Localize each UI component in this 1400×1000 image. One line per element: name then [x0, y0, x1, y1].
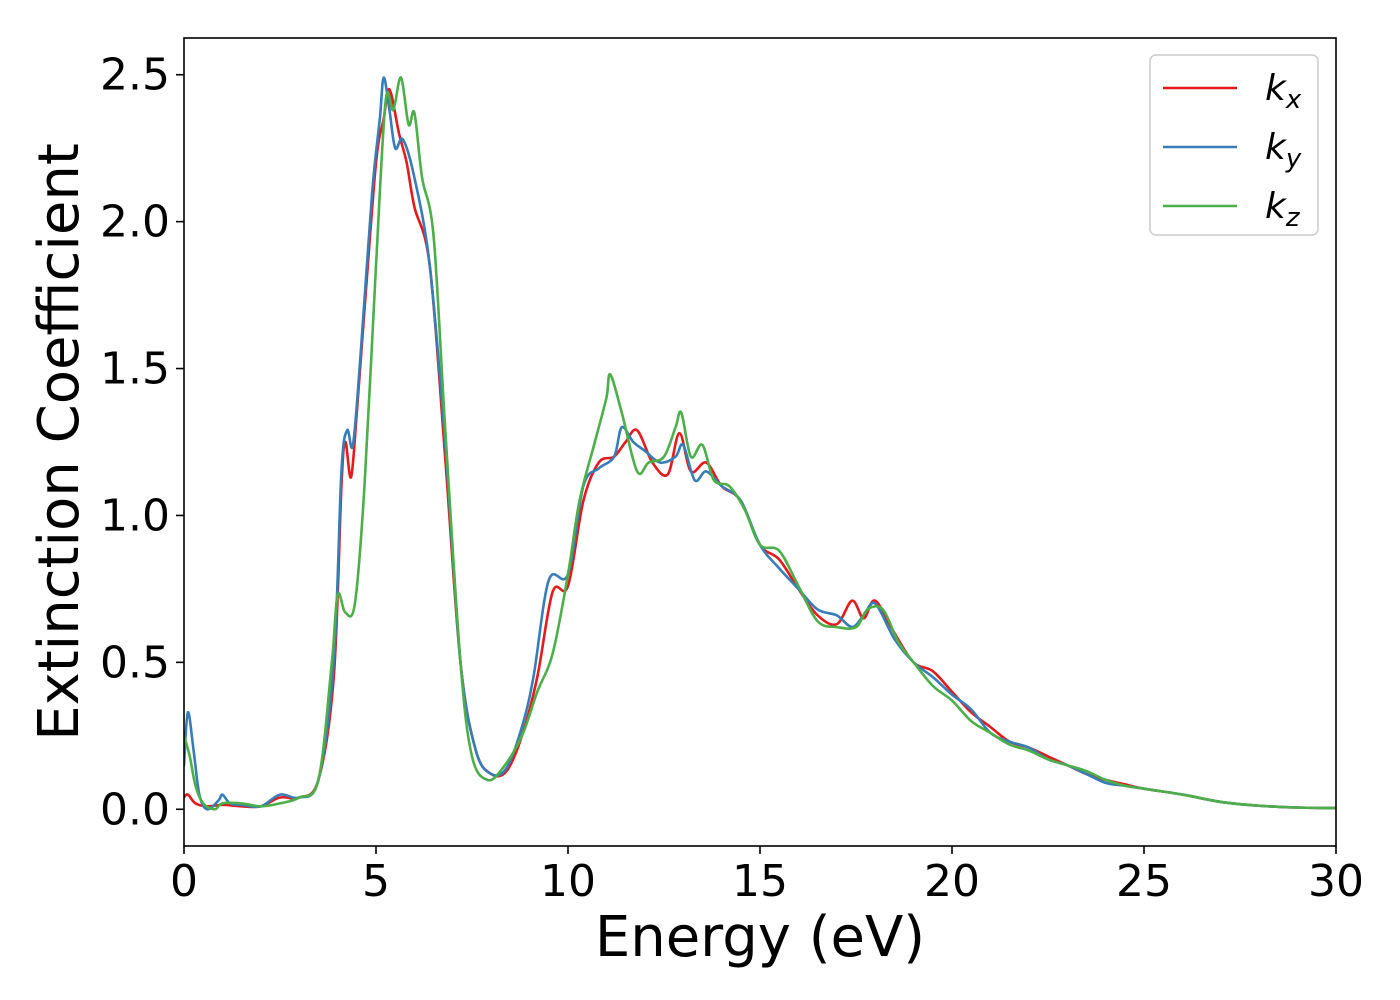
x-tick-label: 15 [732, 856, 788, 907]
x-tick-label: 25 [1116, 856, 1172, 907]
y-axis-label: Extinction Coefficient [27, 143, 92, 741]
x-axis-ticks: 0 5 10 15 20 25 30 [170, 846, 1364, 907]
y-tick-label: 1.0 [100, 490, 170, 541]
y-axis-ticks: 0.0 0.5 1.0 1.5 2.0 2.5 [100, 50, 184, 835]
x-tick-label: 30 [1308, 856, 1364, 907]
legend: kx ky kz [1149, 54, 1319, 236]
legend-label-ky: ky [1265, 127, 1302, 174]
x-tick-label: 10 [540, 856, 596, 907]
y-tick-label: 0.5 [100, 637, 170, 688]
x-tick-label: 20 [924, 856, 980, 907]
y-tick-label: 2.0 [100, 197, 170, 248]
x-tick-label: 5 [362, 856, 390, 907]
y-tick-label: 2.5 [100, 50, 170, 101]
y-tick-label: 1.5 [100, 344, 170, 395]
x-axis-label: Energy (eV) [595, 905, 925, 970]
legend-label-kz: kz [1265, 186, 1301, 233]
y-tick-label: 0.0 [100, 784, 170, 835]
x-tick-label: 0 [170, 856, 198, 907]
legend-frame [1149, 54, 1319, 236]
series-layer [184, 76, 1336, 811]
legend-label-kx: kx [1265, 68, 1302, 115]
series-line-kz [184, 76, 1336, 811]
